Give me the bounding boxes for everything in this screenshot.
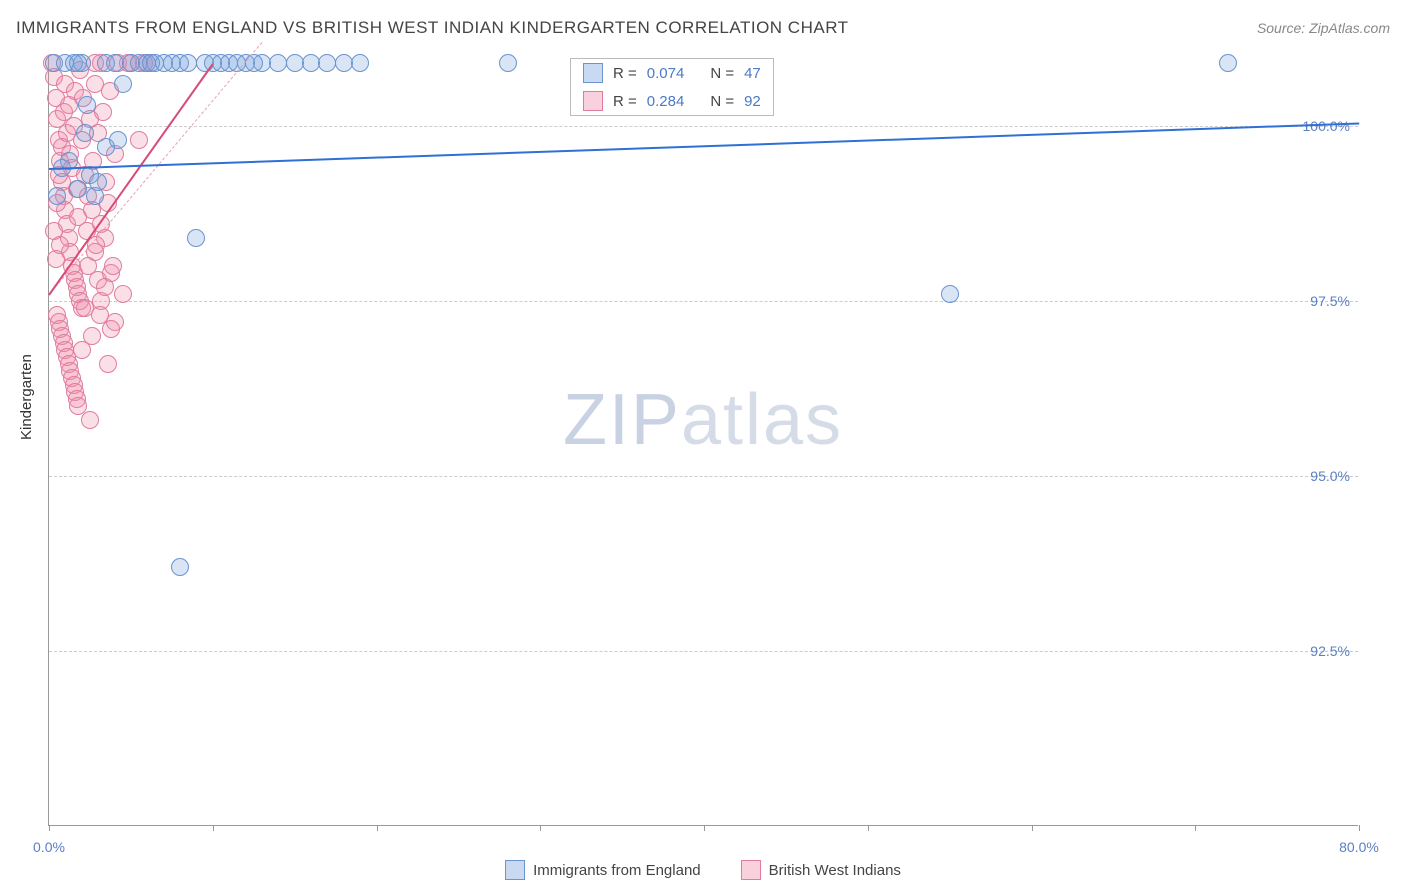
series-legend-item: British West Indians: [741, 860, 901, 880]
legend-swatch: [505, 860, 525, 880]
scatter-marker: [130, 131, 148, 149]
legend-r-value: 0.074: [647, 65, 685, 82]
scatter-marker: [89, 173, 107, 191]
x-tick-label: 80.0%: [1339, 839, 1379, 855]
scatter-marker: [1219, 54, 1237, 72]
legend-n-label: N =: [710, 93, 734, 110]
gridline: [49, 126, 1358, 127]
legend-swatch: [741, 860, 761, 880]
y-tick-label: 92.5%: [1306, 643, 1350, 659]
scatter-marker: [286, 54, 304, 72]
scatter-marker: [99, 355, 117, 373]
correlation-legend: R = 0.074 N = 47 R = 0.284 N = 92: [570, 58, 774, 116]
y-tick-label: 97.5%: [1306, 293, 1350, 309]
x-tick: [1032, 825, 1033, 831]
gridline: [49, 651, 1358, 652]
scatter-marker: [48, 187, 66, 205]
trend-line: [49, 123, 1359, 170]
legend-r-label: R =: [613, 65, 637, 82]
scatter-marker: [76, 124, 94, 142]
scatter-marker: [69, 54, 87, 72]
source-label: Source: ZipAtlas.com: [1257, 20, 1390, 36]
gridline: [49, 301, 1358, 302]
scatter-marker: [114, 75, 132, 93]
scatter-marker: [269, 54, 287, 72]
scatter-marker: [335, 54, 353, 72]
scatter-marker: [941, 285, 959, 303]
y-tick-label: 95.0%: [1306, 468, 1350, 484]
legend-row: R = 0.074 N = 47: [571, 59, 773, 87]
x-tick: [213, 825, 214, 831]
series-legend-label: British West Indians: [769, 862, 901, 879]
scatter-marker: [94, 103, 112, 121]
scatter-marker: [109, 131, 127, 149]
x-tick: [704, 825, 705, 831]
scatter-marker: [96, 278, 114, 296]
y-axis-label: Kindergarten: [18, 354, 35, 440]
scatter-marker: [499, 54, 517, 72]
x-tick: [1195, 825, 1196, 831]
legend-r-label: R =: [613, 93, 637, 110]
x-tick: [540, 825, 541, 831]
x-tick: [377, 825, 378, 831]
scatter-marker: [318, 54, 336, 72]
scatter-marker: [142, 54, 160, 72]
x-tick-label: 0.0%: [33, 839, 65, 855]
scatter-marker: [83, 327, 101, 345]
scatter-marker: [179, 54, 197, 72]
plot-area: 92.5%95.0%97.5%100.0%0.0%80.0%: [48, 56, 1358, 826]
legend-n-value: 47: [744, 65, 761, 82]
series-legend-label: Immigrants from England: [533, 862, 701, 879]
scatter-marker: [351, 54, 369, 72]
legend-swatch: [583, 91, 603, 111]
scatter-marker: [51, 236, 69, 254]
scatter-marker: [106, 54, 124, 72]
legend-n-value: 92: [744, 93, 761, 110]
scatter-marker: [102, 320, 120, 338]
legend-swatch: [583, 63, 603, 83]
x-tick: [868, 825, 869, 831]
chart-title: IMMIGRANTS FROM ENGLAND VS BRITISH WEST …: [16, 18, 849, 38]
x-tick: [49, 825, 50, 831]
scatter-marker: [81, 411, 99, 429]
x-tick: [1359, 825, 1360, 831]
series-legend-item: Immigrants from England: [505, 860, 701, 880]
legend-n-label: N =: [710, 65, 734, 82]
legend-r-value: 0.284: [647, 93, 685, 110]
gridline: [49, 476, 1358, 477]
legend-row: R = 0.284 N = 92: [571, 87, 773, 115]
scatter-marker: [302, 54, 320, 72]
series-legend: Immigrants from England British West Indi…: [0, 860, 1406, 880]
scatter-marker: [104, 257, 122, 275]
scatter-marker: [171, 558, 189, 576]
scatter-marker: [114, 285, 132, 303]
scatter-marker: [187, 229, 205, 247]
scatter-marker: [78, 96, 96, 114]
scatter-marker: [245, 54, 263, 72]
